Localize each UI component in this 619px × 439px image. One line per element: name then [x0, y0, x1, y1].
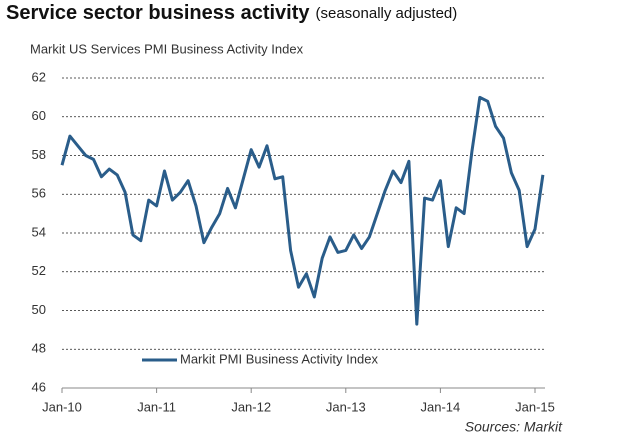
x-tick-label: Jan-10 — [42, 399, 82, 414]
x-tick-label: Jan-13 — [326, 399, 366, 414]
data-line — [60, 95, 545, 326]
chart-title: Service sector business activity (seasona… — [6, 2, 457, 24]
x-tick-label: Jan-12 — [231, 399, 271, 414]
x-tick-label: Jan-11 — [137, 399, 176, 414]
source: Sources: Markit — [465, 419, 563, 435]
title-note: (seasonally adjusted) — [316, 5, 458, 22]
x-tick-label: Jan-14 — [421, 399, 461, 414]
legend-label: Markit PMI Business Activity Index — [180, 351, 378, 366]
y-tick-label: 46 — [32, 379, 46, 394]
x-tick-label: Jan-15 — [515, 399, 555, 414]
y-tick-label: 50 — [32, 302, 46, 317]
y-tick-label: 56 — [32, 186, 46, 201]
y-tick-label: 54 — [32, 224, 46, 239]
y-tick-label: 52 — [32, 263, 46, 278]
y-tick-label: 48 — [32, 341, 46, 356]
subtitle: Markit US Services PMI Business Activity… — [30, 41, 304, 56]
y-tick-label: 60 — [32, 108, 46, 123]
y-tick-label: 58 — [32, 147, 46, 162]
y-tick-label: 62 — [32, 69, 46, 84]
title-main: Service sector business activity — [6, 2, 310, 24]
